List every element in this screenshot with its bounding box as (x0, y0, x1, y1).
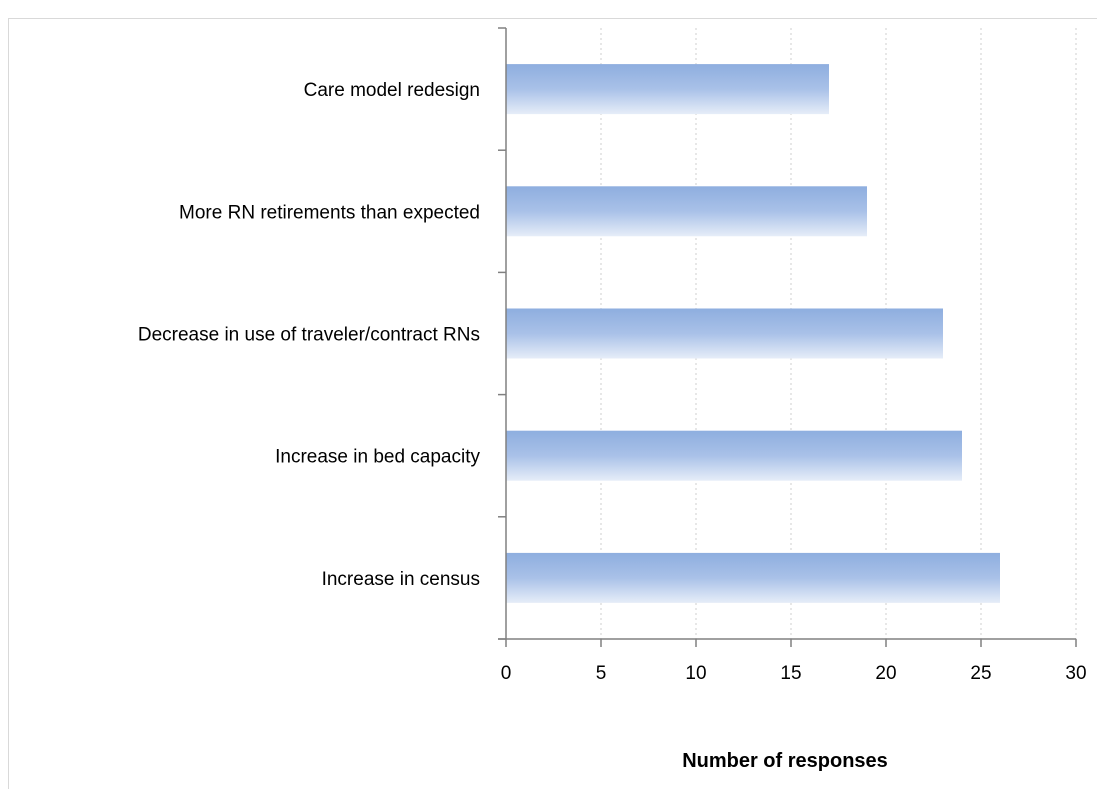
category-label: Decrease in use of traveler/contract RNs (138, 325, 480, 346)
tick-labels: 0 5 10 15 20 25 30 (501, 663, 1087, 684)
category-labels: Care model redesign More RN retirements t… (138, 80, 481, 590)
bar-chart: Care model redesign More RN retirements t… (138, 27, 1087, 772)
category-label: More RN retirements than expected (179, 202, 480, 223)
x-tick-label: 0 (501, 663, 512, 684)
bar (506, 430, 962, 481)
x-tick-label: 25 (970, 663, 991, 684)
bar (506, 64, 829, 115)
category-label: Care model redesign (304, 80, 480, 101)
x-tick-label: 5 (596, 663, 607, 684)
title-strip (0, 0, 1097, 18)
bar (506, 552, 1000, 603)
bar (506, 308, 943, 359)
x-tick-label: 20 (875, 663, 896, 684)
bars (506, 64, 1000, 603)
chart-frame: Care model redesign More RN retirements t… (8, 18, 1097, 789)
bar (506, 186, 867, 237)
category-label: Increase in bed capacity (275, 447, 480, 468)
axes (498, 27, 1077, 647)
x-tick-label: 15 (780, 663, 801, 684)
x-tick-label: 10 (685, 663, 706, 684)
x-axis-title: Number of responses (682, 750, 888, 772)
category-label: Increase in census (322, 569, 480, 590)
x-tick-label: 30 (1065, 663, 1086, 684)
